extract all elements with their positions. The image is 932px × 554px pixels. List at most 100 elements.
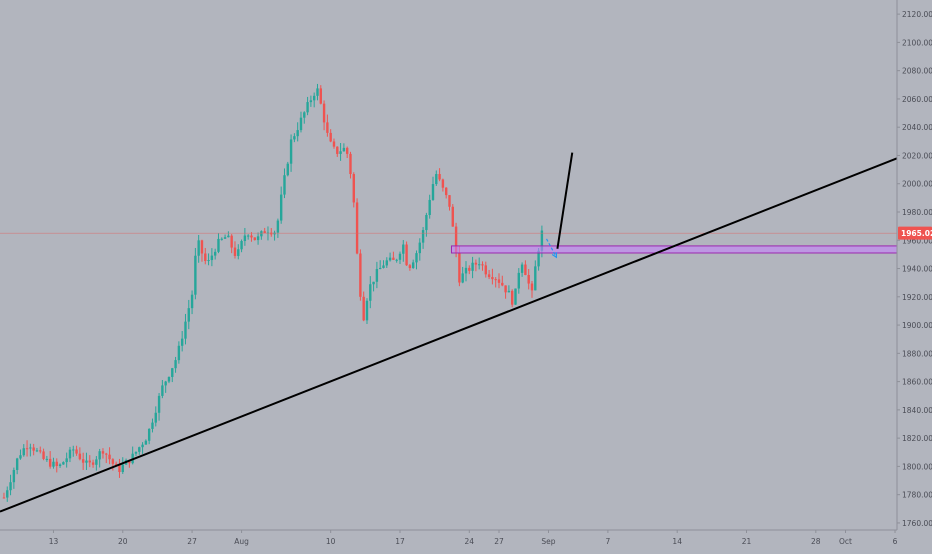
candle-down: [494, 279, 497, 281]
candle-down: [42, 451, 45, 459]
candle-up: [154, 412, 157, 423]
candle-down: [25, 448, 29, 450]
candle-down: [75, 449, 78, 454]
x-tick-label: Sep: [541, 537, 555, 546]
candle-up: [296, 130, 299, 137]
candle-up: [411, 262, 415, 269]
candle-up: [227, 235, 230, 238]
candle-down: [48, 458, 52, 467]
candle-up: [138, 447, 141, 452]
candle-down: [349, 153, 352, 175]
candle-up: [388, 257, 392, 261]
candle-up: [177, 345, 181, 361]
y-axis[interactable]: 1760.000 1780.000 1800.000 1820.000 1840.000…: [896, 0, 932, 530]
x-tick-label: 21: [742, 537, 752, 546]
candle-up: [240, 240, 243, 250]
candle-up: [372, 281, 375, 285]
y-tick-label: 1800.000: [902, 462, 932, 471]
candle-up: [121, 464, 124, 472]
candle-down: [263, 231, 266, 234]
x-tick-label: Aug: [234, 537, 249, 546]
candle-up: [95, 459, 98, 465]
pullback-arrow-line: [545, 238, 557, 258]
candle-up: [190, 294, 194, 309]
candle-down: [2, 497, 6, 499]
candle-down: [530, 283, 534, 291]
candle-up: [161, 385, 164, 396]
candle-down: [345, 147, 349, 154]
x-tick-label: 27: [187, 537, 197, 546]
candle-down: [359, 253, 362, 297]
candle-down: [253, 237, 256, 241]
candle-up: [68, 449, 72, 459]
candle-down: [458, 252, 461, 283]
candle-up: [312, 95, 316, 101]
candle-down: [336, 146, 339, 154]
candle-down: [39, 450, 42, 452]
y-tick-label: 1860.000: [902, 378, 932, 387]
candle-up: [187, 308, 190, 322]
candle-up: [303, 112, 306, 118]
candle-up: [45, 458, 49, 460]
candle-up: [210, 255, 214, 261]
candle-up: [293, 136, 296, 140]
candle-down: [108, 454, 111, 460]
candle-up: [342, 147, 346, 152]
candle-down: [105, 453, 108, 455]
x-tick-label: 24: [465, 537, 475, 546]
candle-down: [326, 122, 329, 133]
candle-down: [408, 265, 412, 269]
candle-up: [98, 451, 101, 460]
candle-up: [418, 242, 421, 254]
candle-up: [151, 422, 154, 429]
candle-up: [421, 230, 425, 243]
x-tick-label: 14: [672, 537, 682, 546]
candle-down: [484, 265, 487, 275]
candle-down: [78, 453, 82, 460]
y-tick-label: 2040.000: [902, 123, 932, 132]
candle-down: [204, 253, 207, 262]
x-axis[interactable]: 13 20 27 Aug 10 17 24 27 Sep 7 14 21 28 Oct 6: [0, 529, 898, 546]
candle-down: [510, 290, 514, 305]
candle-up: [65, 458, 68, 463]
candle-up: [15, 458, 19, 470]
candle-up: [35, 450, 39, 452]
ascending-trendline: [0, 157, 898, 513]
candle-up: [425, 214, 428, 231]
candle-down: [88, 460, 91, 463]
candle-up: [289, 139, 293, 164]
candle-down: [118, 464, 121, 472]
last-price-label: 1965.026: [901, 229, 932, 238]
candle-up: [477, 264, 481, 266]
candle-up: [316, 88, 319, 96]
y-tick-label: 1980.000: [902, 208, 932, 217]
candle-up: [507, 290, 511, 293]
candle-up: [276, 220, 280, 233]
last-price-badge: [898, 226, 932, 240]
y-tick-label: 2020.000: [902, 151, 932, 160]
candle-up: [147, 428, 151, 441]
candle-up: [471, 262, 474, 271]
candle-up: [283, 175, 286, 195]
candle-down: [504, 285, 507, 293]
y-tick-label: 2060.000: [902, 95, 932, 104]
candle-up: [217, 238, 220, 252]
candle-up: [12, 469, 16, 483]
candle-down: [392, 257, 395, 260]
y-tick-label: 1820.000: [902, 434, 932, 443]
x-tick-label: 7: [606, 537, 611, 546]
projection-line: [556, 152, 574, 249]
y-tick-label: 2120.000: [902, 10, 932, 19]
candle-up: [382, 265, 385, 268]
y-tick-label: 2000.000: [902, 180, 932, 189]
candle-down: [111, 459, 115, 464]
candle-down: [468, 267, 471, 271]
candle-up: [157, 395, 161, 413]
candle-up: [395, 259, 398, 261]
candle-down: [451, 206, 454, 227]
candle-up: [402, 244, 405, 254]
candle-up: [260, 231, 263, 237]
candle-down: [444, 187, 448, 196]
candles-group: [2, 83, 544, 502]
